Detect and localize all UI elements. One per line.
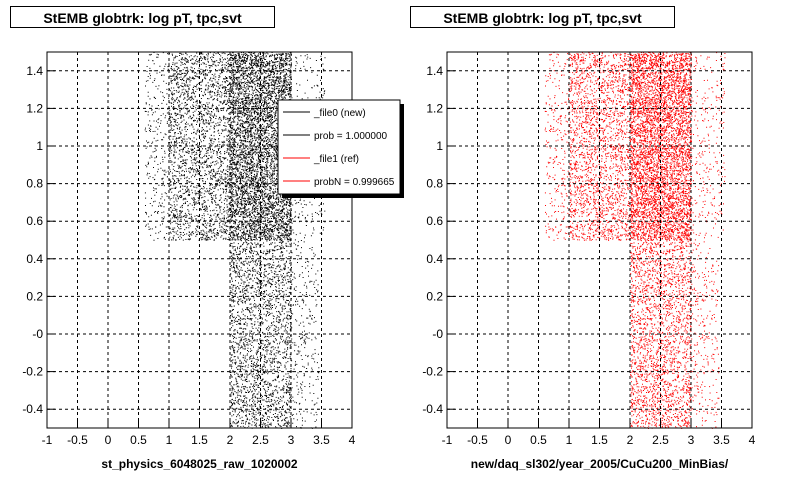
scatter-points [144, 52, 326, 429]
x-tick-label: 2.5 [652, 433, 669, 447]
legend-entry-label: probN = 0.999665 [314, 177, 395, 188]
x-tick-label: 2 [627, 433, 634, 447]
right-plot-title: StEMB globtrk: log pT, tpc,svt [410, 6, 675, 28]
x-tick-label: -1 [442, 433, 453, 447]
legend-entry-label: _file0 (new) [313, 108, 366, 119]
grid [447, 52, 752, 428]
x-tick-label: 1 [566, 433, 573, 447]
y-tick-label: 0.8 [426, 177, 443, 191]
y-tick-label: 1.2 [26, 101, 43, 115]
x-tick-label: 2.5 [252, 433, 269, 447]
legend-box [277, 99, 401, 195]
x-tick-label: 1 [166, 433, 173, 447]
x-tick-label: 3 [288, 433, 295, 447]
x-tick-label: 0 [505, 433, 512, 447]
x-tick-label: 1.5 [191, 433, 208, 447]
y-tick-label: 1.2 [426, 101, 443, 115]
y-tick-label: -0 [32, 327, 43, 341]
left-plot-title: StEMB globtrk: log pT, tpc,svt [10, 6, 275, 28]
y-tick-label: 0.4 [26, 252, 43, 266]
x-tick-label: 1.5 [591, 433, 608, 447]
scatter-series--file0-new- [144, 52, 326, 429]
x-tick-label: 3.5 [713, 433, 730, 447]
x-tick-label: -0.5 [467, 433, 488, 447]
y-tick-label: -0.2 [22, 365, 43, 379]
x-tick-label: 4 [349, 433, 356, 447]
legend: _file0 (new) prob = 1.000000 _file1 (ref) p… [277, 99, 404, 198]
right-plot-panel: -1 -0.5 0 0.5 1 1.5 2 2.5 3 3.5 4 -0.4 -0.2 -0 0.2 0.4 0… [422, 51, 756, 471]
x-axis-title: st_physics_6048025_raw_1020002 [101, 457, 297, 471]
y-tick-label: 0.4 [426, 252, 443, 266]
y-tick-label: -0 [432, 327, 443, 341]
x-tick-label: -1 [42, 433, 53, 447]
y-tick-label: -0.4 [22, 402, 43, 416]
x-tick-label: 0.5 [530, 433, 547, 447]
y-tick-label: 1.4 [26, 64, 43, 78]
y-tick-label: 0.2 [26, 289, 43, 303]
x-tick-label: 0.5 [130, 433, 147, 447]
x-tick-label: 0 [105, 433, 112, 447]
legend-entry-label: prob = 1.000000 [314, 131, 388, 142]
x-tick-label: -0.5 [67, 433, 88, 447]
x-tick-label: 2 [227, 433, 234, 447]
x-tick-label: 4 [749, 433, 756, 447]
y-tick-label: 0.6 [426, 214, 443, 228]
grid [47, 52, 352, 428]
y-tick-label: 1 [436, 139, 443, 153]
y-tick-label: 1.4 [426, 64, 443, 78]
y-tick-label: -0.4 [422, 402, 443, 416]
y-tick-label: -0.2 [422, 365, 443, 379]
y-tick-label: 0.8 [26, 177, 43, 191]
y-tick-label: 0.2 [426, 289, 443, 303]
x-tick-label: 3 [688, 433, 695, 447]
x-tick-label: 3.5 [313, 433, 330, 447]
legend-entry-label: _file1 (ref) [313, 154, 359, 165]
y-tick-label: 0.6 [26, 214, 43, 228]
left-plot-panel: -1 -0.5 0 0.5 1 1.5 2 2.5 3 3.5 4 -0.4 -0.2 -0 0.2 0.4 0… [22, 51, 356, 471]
x-axis-title: new/daq_sl302/year_2005/CuCu200_MinBias/ [471, 457, 729, 471]
y-tick-label: 1 [36, 139, 43, 153]
